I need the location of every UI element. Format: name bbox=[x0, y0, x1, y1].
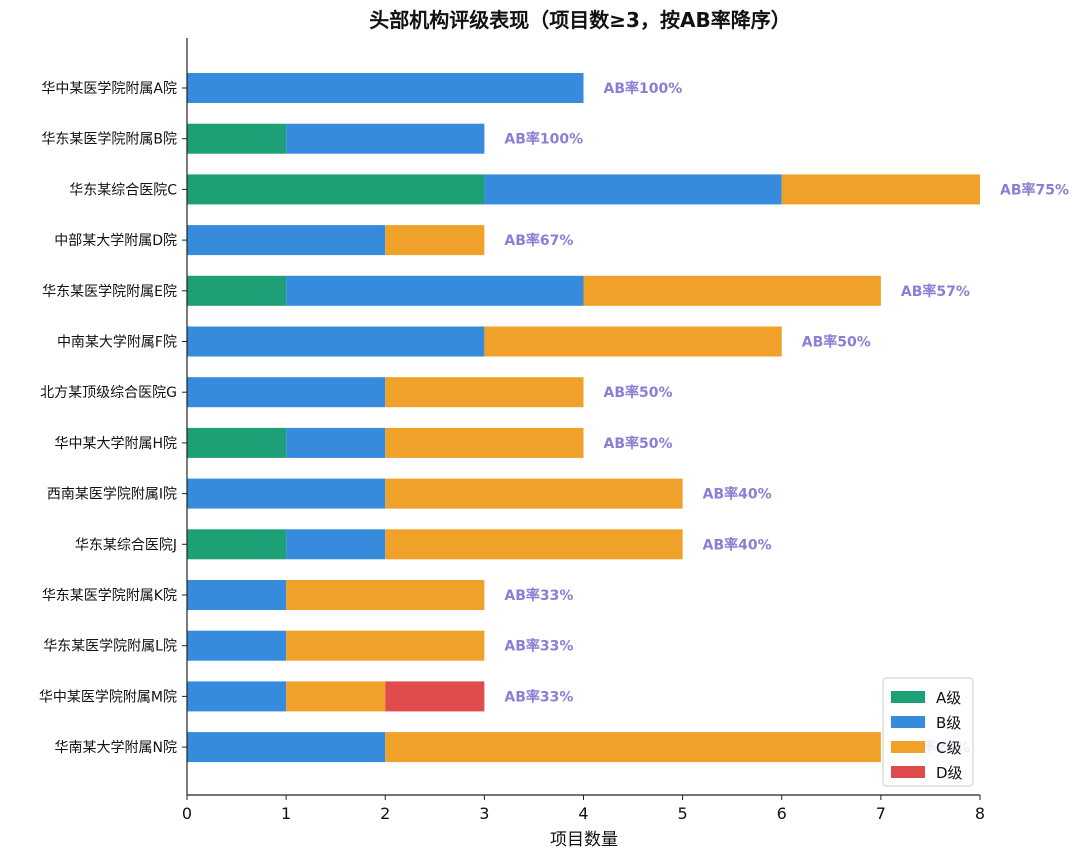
bar-segment bbox=[484, 326, 782, 357]
bar-segment bbox=[187, 732, 386, 763]
x-tick-label: 2 bbox=[380, 804, 390, 823]
x-axis: 0 1 2 3 4 5 6 7 8 bbox=[182, 794, 985, 823]
legend-box bbox=[882, 677, 974, 787]
bar-segment bbox=[286, 580, 485, 610]
bar-segment bbox=[286, 427, 386, 458]
y-tick-label: 中南某大学附属F院 bbox=[57, 335, 177, 351]
ab-rate-label: AB率40% bbox=[703, 536, 772, 553]
ab-rate-label: AB率50% bbox=[604, 384, 673, 401]
bar-segment bbox=[385, 377, 584, 408]
y-tick-label: 华南某大学附属N院 bbox=[55, 740, 177, 756]
bar-segment bbox=[187, 681, 287, 712]
chart-title: 头部机构评级表现（项目数≥3，按AB率降序） bbox=[369, 8, 790, 32]
bar-segment bbox=[286, 681, 386, 712]
ab-rate-label: AB率50% bbox=[802, 334, 871, 351]
bar-segment bbox=[385, 732, 881, 763]
y-tick-label: 华中某医学院附属M院 bbox=[39, 689, 177, 705]
y-tick-label: 华东某医学院附属E院 bbox=[42, 284, 177, 300]
bar-segment bbox=[187, 275, 287, 306]
bar-segment bbox=[187, 529, 287, 560]
bar-segment bbox=[187, 377, 386, 408]
y-tick-label: 华东某医学院附属B院 bbox=[41, 132, 177, 148]
bar-segment bbox=[583, 275, 881, 306]
y-tick-label: 华东某综合医院C bbox=[69, 182, 177, 198]
x-tick-label: 7 bbox=[876, 804, 886, 823]
ab-rate-label: AB率40% bbox=[703, 486, 772, 503]
bar-segment bbox=[187, 174, 485, 205]
legend-swatch bbox=[891, 741, 925, 753]
legend-swatch bbox=[891, 716, 925, 728]
legend-swatch bbox=[891, 691, 925, 703]
bar-segment bbox=[187, 478, 386, 509]
bar-segment bbox=[385, 529, 683, 560]
x-tick-label: 6 bbox=[777, 804, 787, 823]
bar-segment bbox=[286, 123, 485, 154]
legend-label: B级 bbox=[936, 714, 961, 732]
bar-segment bbox=[385, 225, 485, 256]
bar-segment bbox=[187, 580, 287, 610]
y-tick-label: 华东某综合医院J bbox=[75, 537, 177, 553]
bar-segment bbox=[385, 427, 584, 458]
bar-segment bbox=[187, 427, 287, 458]
y-tick-label: 西南某医学院附属I院 bbox=[47, 487, 177, 503]
bars-layer bbox=[187, 73, 980, 763]
ab-rate-label: AB率33% bbox=[504, 688, 573, 705]
x-tick-label: 0 bbox=[182, 804, 192, 823]
bar-segment bbox=[286, 630, 485, 661]
bar-segment bbox=[385, 681, 485, 712]
legend-swatch bbox=[891, 766, 925, 778]
y-tick-label: 华东某医学院附属L院 bbox=[43, 639, 177, 655]
legend: A级 B级 C级 D级 bbox=[882, 677, 974, 787]
y-tick-label: 华东某医学院附属K院 bbox=[42, 588, 177, 604]
bar-segment bbox=[187, 630, 287, 661]
ab-rate-label: AB率75% bbox=[1000, 181, 1069, 198]
y-tick-label: 北方某顶级综合医院G bbox=[40, 385, 177, 401]
x-tick-label: 8 bbox=[975, 804, 985, 823]
bar-segment bbox=[385, 478, 683, 509]
y-tick-label: 中部某大学附属D院 bbox=[54, 233, 177, 249]
bar-segment bbox=[187, 225, 386, 256]
bar-segment bbox=[781, 174, 980, 205]
x-tick-label: 3 bbox=[479, 804, 489, 823]
ab-rate-label: AB率67% bbox=[504, 232, 573, 249]
legend-label: C级 bbox=[936, 739, 961, 757]
ab-rate-label: AB率100% bbox=[604, 80, 683, 97]
ab-rate-label: AB率50% bbox=[604, 435, 673, 452]
bar-segment bbox=[286, 529, 386, 560]
bar-segment bbox=[187, 123, 287, 154]
ab-rate-label: AB率100% bbox=[504, 131, 583, 148]
bar-segment bbox=[484, 174, 782, 205]
bar-segment bbox=[187, 326, 485, 357]
bar-segment bbox=[187, 73, 584, 103]
x-tick-label: 4 bbox=[578, 804, 588, 823]
x-axis-label: 项目数量 bbox=[550, 830, 618, 850]
ab-rate-label: AB率57% bbox=[901, 283, 970, 300]
ab-rate-label: AB率33% bbox=[504, 587, 573, 604]
y-tick-label: 华中某医学院附属A院 bbox=[41, 81, 177, 97]
legend-label: D级 bbox=[936, 764, 963, 782]
x-tick-label: 1 bbox=[281, 804, 291, 823]
bar-segment bbox=[286, 275, 584, 306]
y-tick-label: 华中某大学附属H院 bbox=[54, 436, 177, 452]
legend-label: A级 bbox=[936, 689, 961, 707]
x-tick-label: 5 bbox=[678, 804, 688, 823]
ab-rate-label: AB率33% bbox=[504, 638, 573, 655]
